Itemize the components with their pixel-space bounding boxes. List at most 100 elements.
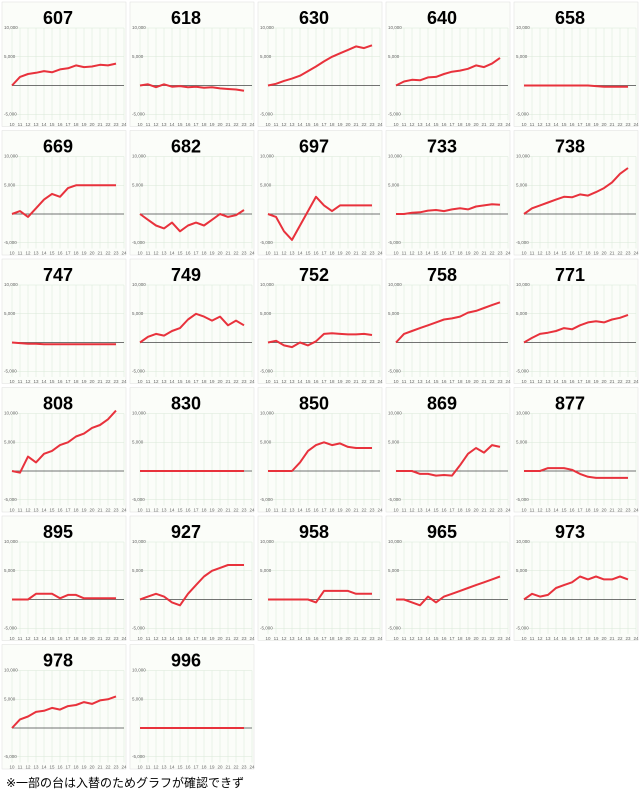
x-tick-label: 16 (441, 636, 447, 641)
x-tick-label: 14 (297, 508, 303, 513)
x-tick-label: 13 (33, 765, 39, 770)
x-tick-label: 13 (33, 122, 39, 127)
x-tick-label: 21 (225, 251, 231, 256)
x-tick-label: 16 (569, 508, 575, 513)
chart-panel: 10 11 12 13 14 15 16 17 18 19 20 21 22 23 24 10,000 5,00… (1, 130, 127, 256)
x-tick-label: 13 (161, 636, 167, 641)
y-tick-label: 5,000 (260, 568, 272, 573)
x-tick-label: 22 (489, 122, 495, 127)
x-tick-label: 24 (121, 765, 127, 770)
x-tick-label: 19 (465, 508, 471, 513)
x-tick-label: 21 (97, 251, 103, 256)
y-tick-label: 10,000 (132, 539, 146, 544)
x-tick-label: 11 (274, 122, 279, 127)
x-tick-label: 21 (353, 508, 359, 513)
y-tick-label: -5,000 (4, 368, 17, 373)
y-tick-label: 10,000 (388, 154, 402, 159)
data-line (396, 575, 501, 607)
x-tick-label: 15 (49, 251, 55, 256)
x-tick-label: 15 (49, 765, 55, 770)
x-tick-label: 14 (297, 251, 303, 256)
panel-title: 965 (427, 522, 457, 542)
x-tick-label: 17 (321, 122, 327, 127)
panel-title: 669 (43, 136, 73, 156)
panel-title: 738 (555, 136, 585, 156)
x-tick-label: 16 (313, 379, 319, 384)
y-tick-label: 10,000 (132, 25, 146, 30)
x-tick-label: 23 (241, 508, 247, 513)
data-line (139, 312, 245, 344)
x-tick-label: 15 (305, 508, 311, 513)
panel-title: 850 (299, 393, 329, 413)
x-tick-label: 23 (497, 122, 503, 127)
x-tick-label: 24 (377, 251, 383, 256)
x-tick-label: 18 (457, 636, 463, 641)
x-tick-label: 12 (153, 122, 159, 127)
x-tick-label: 22 (617, 379, 623, 384)
x-tick-label: 10 (9, 251, 15, 256)
x-tick-label: 20 (217, 636, 223, 641)
data-line (11, 341, 116, 346)
x-tick-label: 11 (402, 122, 407, 127)
x-tick-label: 11 (402, 508, 407, 513)
x-tick-label: 10 (393, 122, 399, 127)
x-tick-label: 16 (185, 122, 191, 127)
y-tick-label: 5,000 (388, 439, 400, 444)
x-tick-label: 20 (601, 636, 607, 641)
x-tick-label: 13 (545, 379, 551, 384)
data-line (11, 695, 117, 729)
x-tick-label: 24 (505, 379, 511, 384)
x-tick-label: 16 (57, 251, 63, 256)
y-tick-label: 10,000 (516, 282, 530, 287)
x-tick-label: 23 (625, 251, 631, 256)
x-tick-label: 22 (361, 251, 367, 256)
x-tick-label: 14 (425, 379, 431, 384)
x-tick-label: 16 (441, 251, 447, 256)
y-tick-label: -5,000 (516, 111, 529, 116)
data-line (396, 203, 501, 215)
x-tick-label: 19 (209, 508, 215, 513)
x-tick-label: 24 (121, 379, 127, 384)
x-tick-label: 22 (617, 508, 623, 513)
data-line (523, 167, 629, 215)
x-tick-label: 16 (441, 379, 447, 384)
x-tick-label: 14 (553, 636, 559, 641)
x-tick-label: 20 (89, 122, 95, 127)
panel-title: 771 (555, 265, 585, 285)
x-tick-label: 19 (337, 379, 343, 384)
x-tick-label: 10 (137, 251, 143, 256)
x-tick-label: 20 (345, 251, 351, 256)
x-tick-label: 13 (545, 636, 551, 641)
x-tick-label: 14 (169, 765, 175, 770)
y-tick-label: 10,000 (260, 25, 274, 30)
x-tick-label: 24 (121, 122, 127, 127)
x-tick-label: 10 (9, 765, 15, 770)
x-tick-label: 14 (169, 379, 175, 384)
x-tick-label: 15 (49, 122, 55, 127)
panel-title: 733 (427, 136, 457, 156)
x-tick-label: 10 (137, 379, 143, 384)
panel-title: 697 (299, 136, 329, 156)
x-tick-label: 20 (345, 508, 351, 513)
x-tick-label: 17 (65, 765, 71, 770)
x-tick-label: 15 (49, 379, 55, 384)
x-tick-label: 23 (241, 122, 247, 127)
y-tick-label: 10,000 (4, 25, 18, 30)
x-tick-label: 11 (146, 379, 151, 384)
chart-panel: 10 11 12 13 14 15 16 17 18 19 20 21 22 23 24 10,000 5,00… (1, 1, 127, 127)
x-tick-label: 20 (601, 122, 607, 127)
plot-background (257, 130, 383, 256)
x-tick-label: 21 (225, 379, 231, 384)
x-tick-label: 13 (161, 508, 167, 513)
x-tick-label: 14 (169, 251, 175, 256)
x-tick-label: 23 (113, 765, 119, 770)
y-tick-label: 10,000 (132, 411, 146, 416)
x-tick-label: 19 (81, 379, 87, 384)
y-tick-label: 5,000 (4, 568, 16, 573)
x-tick-label: 19 (81, 765, 87, 770)
x-tick-label: 19 (209, 122, 215, 127)
x-tick-label: 23 (497, 508, 503, 513)
x-tick-label: 21 (97, 508, 103, 513)
y-tick-label: 5,000 (4, 439, 16, 444)
x-tick-label: 12 (537, 636, 543, 641)
